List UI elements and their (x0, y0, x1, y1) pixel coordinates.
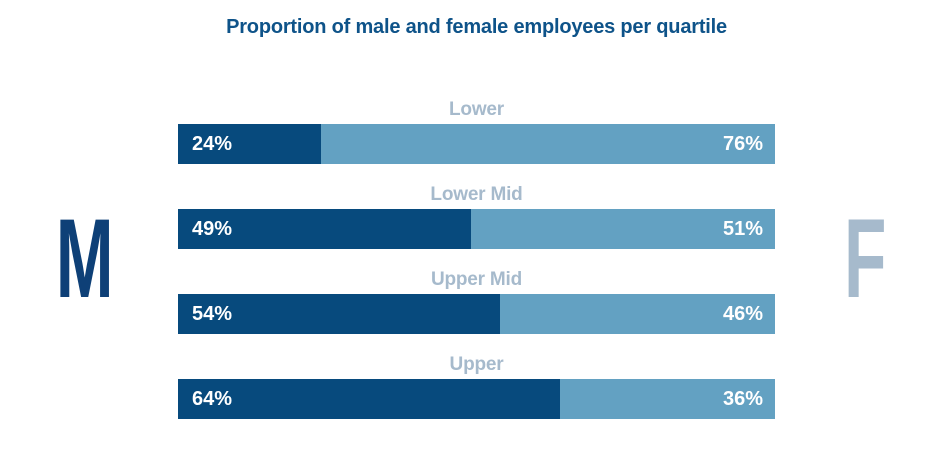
quartile-row: Upper 64% 36% (178, 354, 775, 419)
stacked-bar: 64% 36% (178, 379, 775, 419)
male-letter: M (20, 196, 150, 321)
female-value-label: 76% (722, 133, 763, 155)
female-value-label: 51% (722, 218, 763, 240)
quartile-row: Lower Mid 49% 51% (178, 184, 775, 249)
male-segment: 54% (178, 294, 501, 334)
quartile-label: Upper Mid (430, 269, 523, 290)
male-segment: 64% (178, 379, 561, 419)
female-value-label: 36% (722, 388, 763, 410)
female-segment: 46% (500, 294, 775, 334)
female-value-label: 46% (722, 303, 763, 325)
male-letter-glyph: M (56, 196, 114, 321)
female-letter: F (800, 196, 930, 321)
bar-chart: Lower 24% 76% Lower Mid 49% 51% Upper Mid 54% 46… (178, 99, 775, 439)
chart-title: Proportion of male and female employees … (226, 16, 727, 38)
quartile-row: Lower 24% 76% (178, 99, 775, 164)
male-value-label: 49% (192, 218, 233, 240)
female-segment: 76% (321, 124, 775, 164)
male-value-label: 64% (192, 388, 233, 410)
male-segment: 24% (178, 124, 322, 164)
female-segment: 36% (560, 379, 775, 419)
quartile-label: Lower (449, 99, 504, 120)
female-segment: 51% (470, 209, 775, 249)
stacked-bar: 54% 46% (178, 294, 775, 334)
male-value-label: 54% (192, 303, 233, 325)
male-value-label: 24% (192, 133, 233, 155)
quartile-label: Upper (449, 354, 504, 375)
quartile-label: Lower Mid (430, 184, 523, 205)
stacked-bar: 49% 51% (178, 209, 775, 249)
stacked-bar: 24% 76% (178, 124, 775, 164)
quartile-row: Upper Mid 54% 46% (178, 269, 775, 334)
male-segment: 49% (178, 209, 471, 249)
female-letter-glyph: F (843, 196, 887, 321)
